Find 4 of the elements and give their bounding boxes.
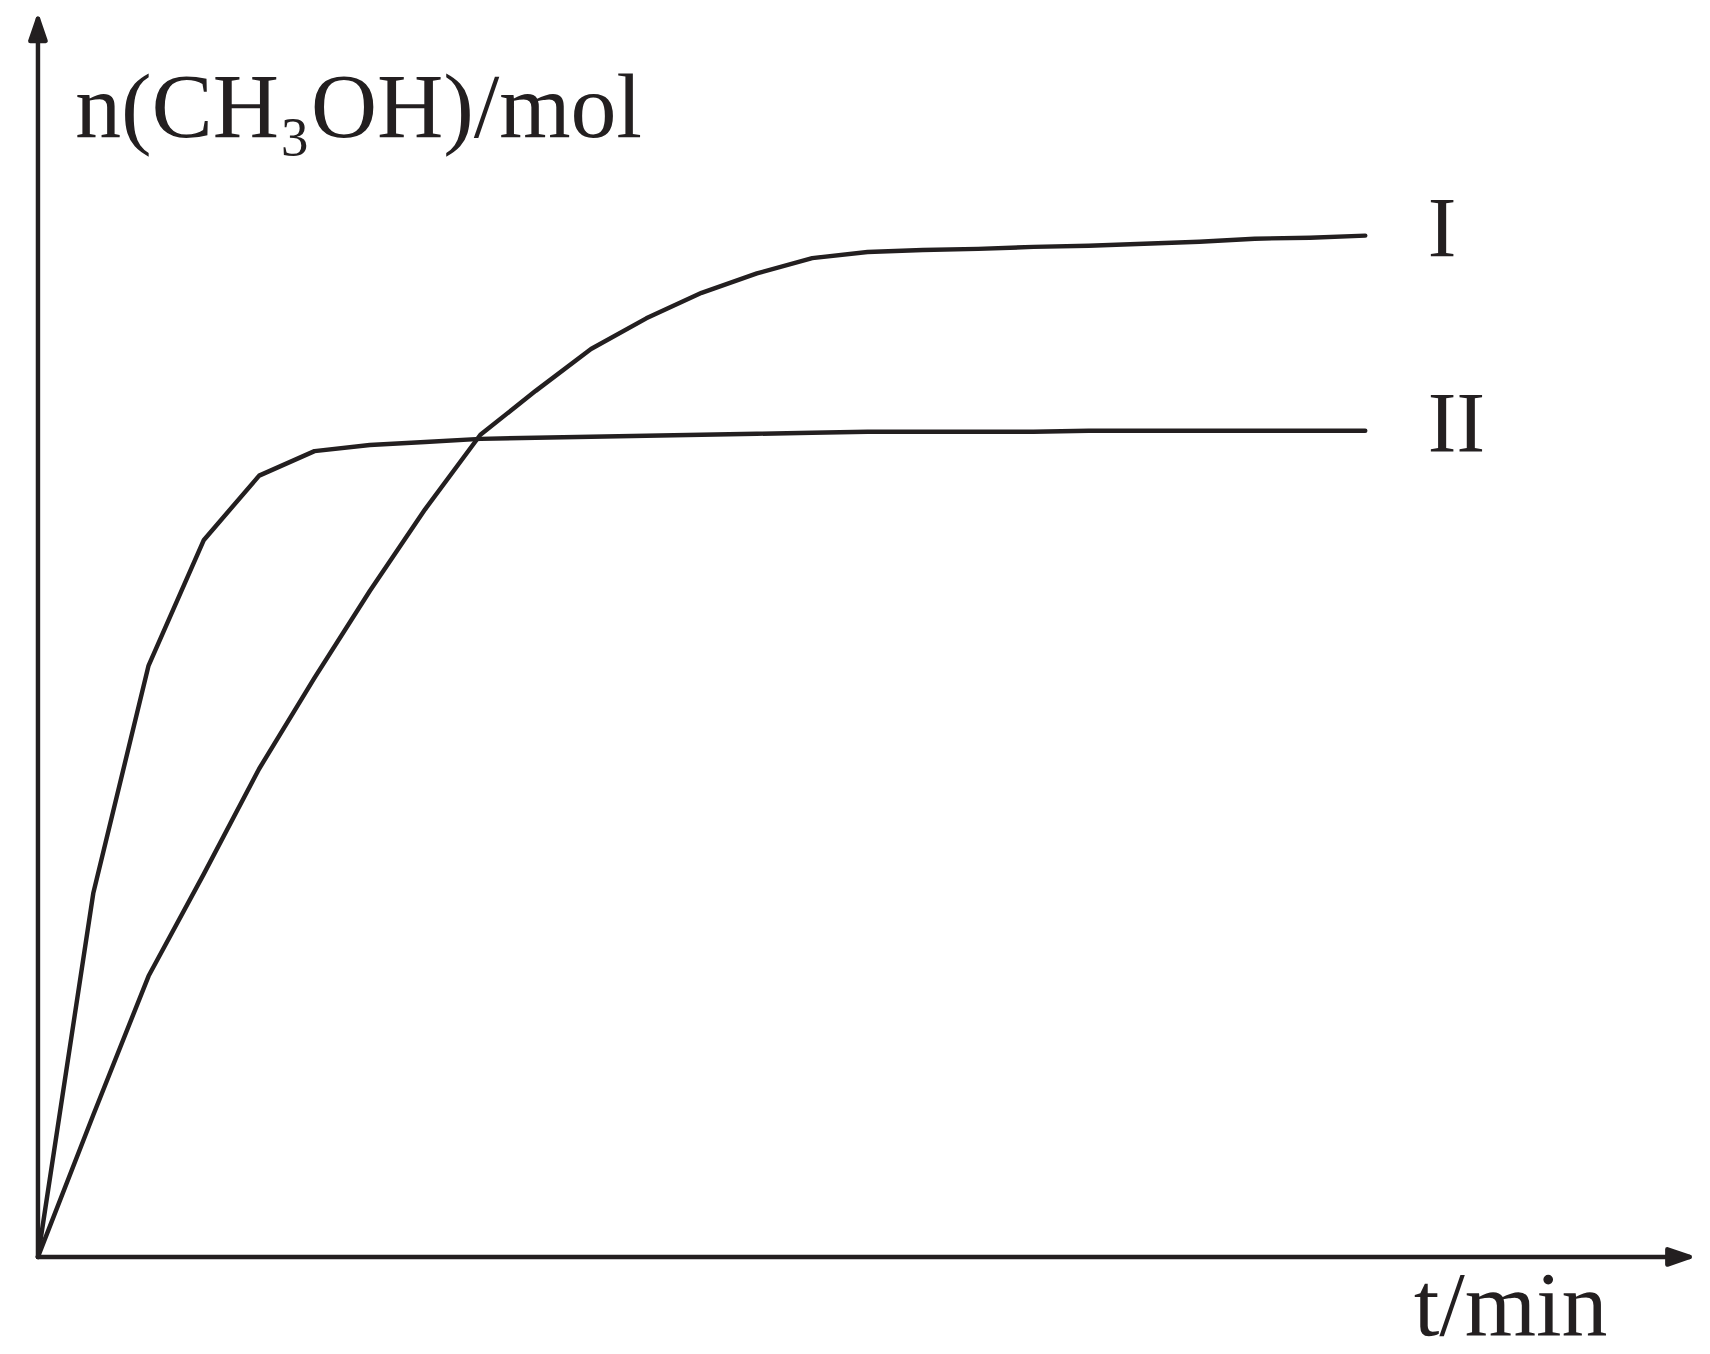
x-axis-title: t/min — [1414, 1274, 1607, 1337]
series-label: I — [1430, 199, 1454, 257]
series-label: II — [1430, 395, 1483, 452]
y-axis-title: n(CH₃OH)/mol — [77, 73, 641, 157]
